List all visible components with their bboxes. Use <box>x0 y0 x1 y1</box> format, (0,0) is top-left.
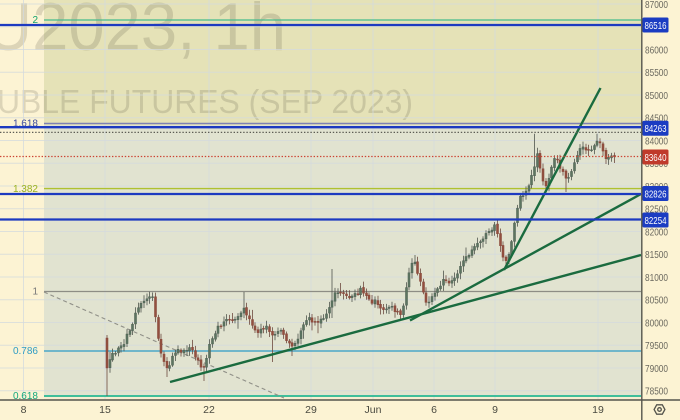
svg-text:8: 8 <box>21 404 27 416</box>
svg-text:84263: 84263 <box>645 123 667 135</box>
svg-text:81000: 81000 <box>645 272 668 284</box>
svg-text:85000: 85000 <box>645 90 668 102</box>
svg-text:82000: 82000 <box>645 226 668 238</box>
svg-text:15: 15 <box>99 404 111 416</box>
svg-text:86516: 86516 <box>645 20 667 32</box>
svg-text:0.786: 0.786 <box>13 346 38 357</box>
svg-text:U2023, 1h: U2023, 1h <box>0 0 286 65</box>
svg-text:1: 1 <box>32 287 38 298</box>
svg-text:80000: 80000 <box>645 317 668 329</box>
svg-text:1.382: 1.382 <box>13 184 38 195</box>
svg-text:82254: 82254 <box>645 215 667 227</box>
svg-text:29: 29 <box>305 404 317 416</box>
svg-text:19: 19 <box>592 404 604 416</box>
svg-text:Jun: Jun <box>365 404 382 416</box>
svg-text:82826: 82826 <box>645 188 667 200</box>
svg-text:79000: 79000 <box>645 363 668 375</box>
svg-text:1.618: 1.618 <box>13 119 38 130</box>
svg-text:9: 9 <box>492 404 498 416</box>
svg-text:6: 6 <box>431 404 437 416</box>
svg-text:2: 2 <box>32 15 38 26</box>
svg-text:80500: 80500 <box>645 295 668 307</box>
svg-text:87000: 87000 <box>645 0 668 11</box>
svg-text:86000: 86000 <box>645 44 668 56</box>
svg-text:84000: 84000 <box>645 135 668 147</box>
svg-text:22: 22 <box>203 404 215 416</box>
svg-text:81500: 81500 <box>645 249 668 261</box>
svg-text:78500: 78500 <box>645 386 668 398</box>
svg-text:83640: 83640 <box>645 152 667 164</box>
svg-text:0.618: 0.618 <box>13 391 38 402</box>
svg-text:85500: 85500 <box>645 67 668 79</box>
svg-text:79500: 79500 <box>645 340 668 352</box>
svg-text:UBLE FUTURES (SEP 2023): UBLE FUTURES (SEP 2023) <box>0 83 413 120</box>
